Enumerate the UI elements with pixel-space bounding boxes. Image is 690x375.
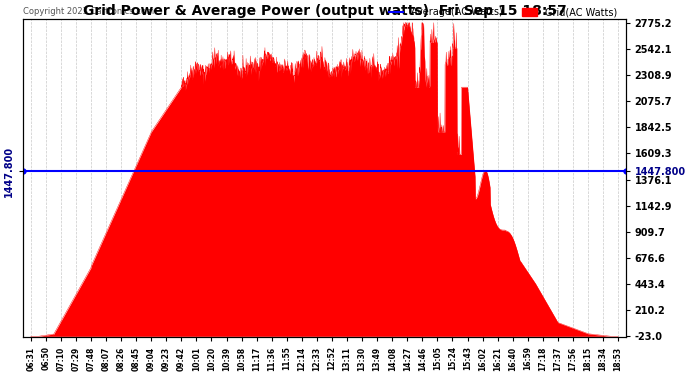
Text: Copyright 2023 Cartronics.com: Copyright 2023 Cartronics.com xyxy=(23,7,155,16)
Title: Grid Power & Average Power (output watts)  Fri Sep 15 18:57: Grid Power & Average Power (output watts… xyxy=(83,4,566,18)
Legend: Average(AC Watts), Grid(AC Watts): Average(AC Watts), Grid(AC Watts) xyxy=(385,3,621,21)
